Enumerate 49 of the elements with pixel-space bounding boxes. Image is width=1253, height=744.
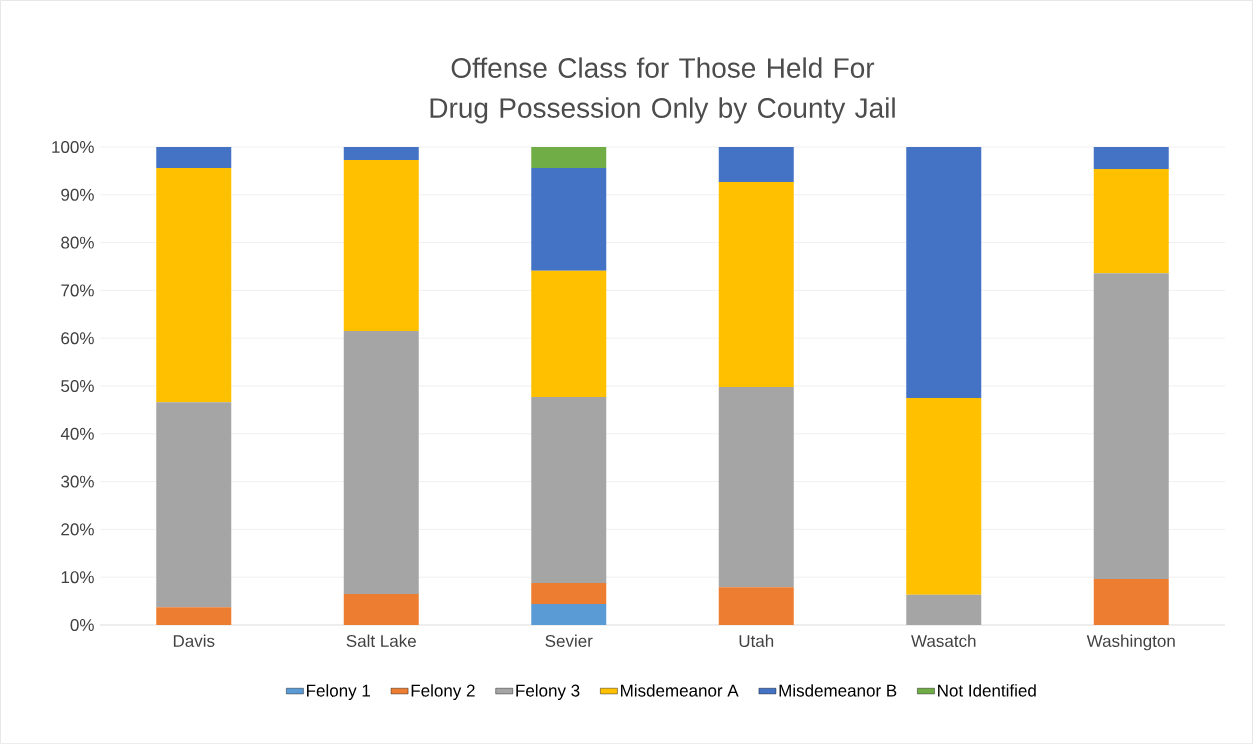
x-tick-label: Utah xyxy=(739,634,774,648)
legend-label: Felony 2 xyxy=(411,684,475,701)
bar xyxy=(906,146,982,398)
x-tick-label: Washington xyxy=(1086,634,1175,651)
legend-label: Felony 1 xyxy=(307,684,370,701)
y-tick-label: 40% xyxy=(60,427,94,440)
x-tick-label: Davis xyxy=(173,634,215,648)
bar xyxy=(531,582,607,604)
legend-label: Felony 3 xyxy=(516,684,580,701)
bar xyxy=(1093,273,1169,580)
bar xyxy=(343,146,419,160)
legend-label: Not Identified xyxy=(938,684,1036,697)
y-tick-label: 60% xyxy=(61,332,94,345)
chart-title: Offense Class for Those Held For Drug Possession Only by County Jail xyxy=(430,57,895,124)
bar xyxy=(531,168,607,271)
bar xyxy=(531,396,607,583)
y-tick-label: 90% xyxy=(61,188,94,201)
legend-label: Misdemeanor A xyxy=(621,684,739,697)
bar xyxy=(718,181,794,387)
x-tick-label: Salt Lake xyxy=(346,634,416,648)
bar xyxy=(156,146,232,169)
y-tick-label: 30% xyxy=(61,475,94,488)
bar xyxy=(531,603,607,625)
y-tick-label: 0% xyxy=(70,618,94,632)
bar xyxy=(156,607,232,625)
y-tick-label: 50% xyxy=(61,379,94,393)
bar xyxy=(343,331,419,594)
y-tick-label: 70% xyxy=(61,284,94,297)
bar xyxy=(531,270,607,397)
y-tick-label: 20% xyxy=(61,523,94,536)
bar xyxy=(906,397,982,595)
bar xyxy=(531,146,607,169)
bar xyxy=(718,146,794,182)
x-tick-label: Wasatch xyxy=(911,634,976,648)
bar xyxy=(343,159,419,332)
x-tick-label: Sevier xyxy=(545,634,593,648)
y-tick-label: 10% xyxy=(61,571,94,584)
bar xyxy=(718,386,794,588)
bar xyxy=(156,168,232,403)
bar xyxy=(343,593,419,625)
y-tick-label: 100% xyxy=(52,140,94,154)
bar xyxy=(1093,579,1169,625)
bar xyxy=(1093,168,1169,274)
bar xyxy=(718,587,794,625)
bar xyxy=(156,402,232,608)
y-tick-label: 80% xyxy=(61,236,94,249)
legend-label: Misdemeanor B xyxy=(779,684,897,697)
bar xyxy=(906,594,982,625)
bar xyxy=(1093,146,1169,169)
